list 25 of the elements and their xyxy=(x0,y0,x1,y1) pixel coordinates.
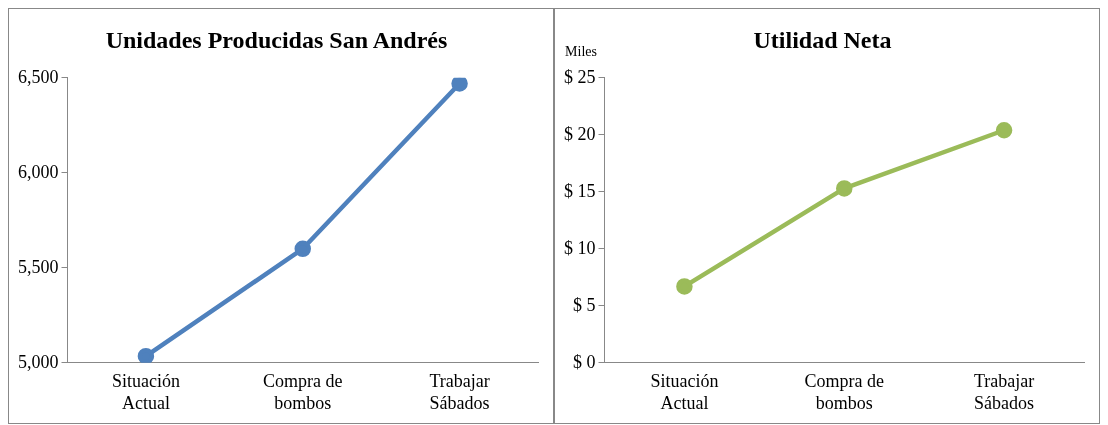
point xyxy=(137,347,155,363)
point xyxy=(676,278,693,295)
chart-title: Unidades Producidas San Andrés xyxy=(105,26,448,53)
y-tick-label: 6,500 xyxy=(18,66,59,87)
y-tick-label: $ 10 xyxy=(564,237,596,258)
chart-title: Utilidad Neta xyxy=(753,26,892,53)
y-tick-label: $ 15 xyxy=(564,180,596,201)
y-tick-label: $ 25 xyxy=(564,66,596,87)
point xyxy=(836,180,853,197)
y-tick-label: 5,000 xyxy=(18,351,59,372)
point xyxy=(995,121,1013,139)
point xyxy=(451,77,468,92)
x-tick-label: Compra de bombos xyxy=(263,371,343,413)
x-tick-label: Situación Actual xyxy=(650,371,719,413)
y-tick-label: 6,000 xyxy=(18,161,59,182)
x-tick-label: Trabajar Sábados xyxy=(429,371,490,413)
y-tick-label: 5,500 xyxy=(18,256,59,277)
y-axis-title: Miles xyxy=(565,44,597,60)
y-tick-label: $ 0 xyxy=(573,351,596,372)
point xyxy=(294,240,311,258)
x-tick-label: Compra de bombos xyxy=(804,371,884,413)
x-tick-label: Trabajar Sábados xyxy=(973,371,1035,413)
y-tick-label: $ 20 xyxy=(564,123,596,144)
y-tick-label: $ 5 xyxy=(573,294,596,315)
x-tick-label: Situación Actual xyxy=(111,371,180,413)
